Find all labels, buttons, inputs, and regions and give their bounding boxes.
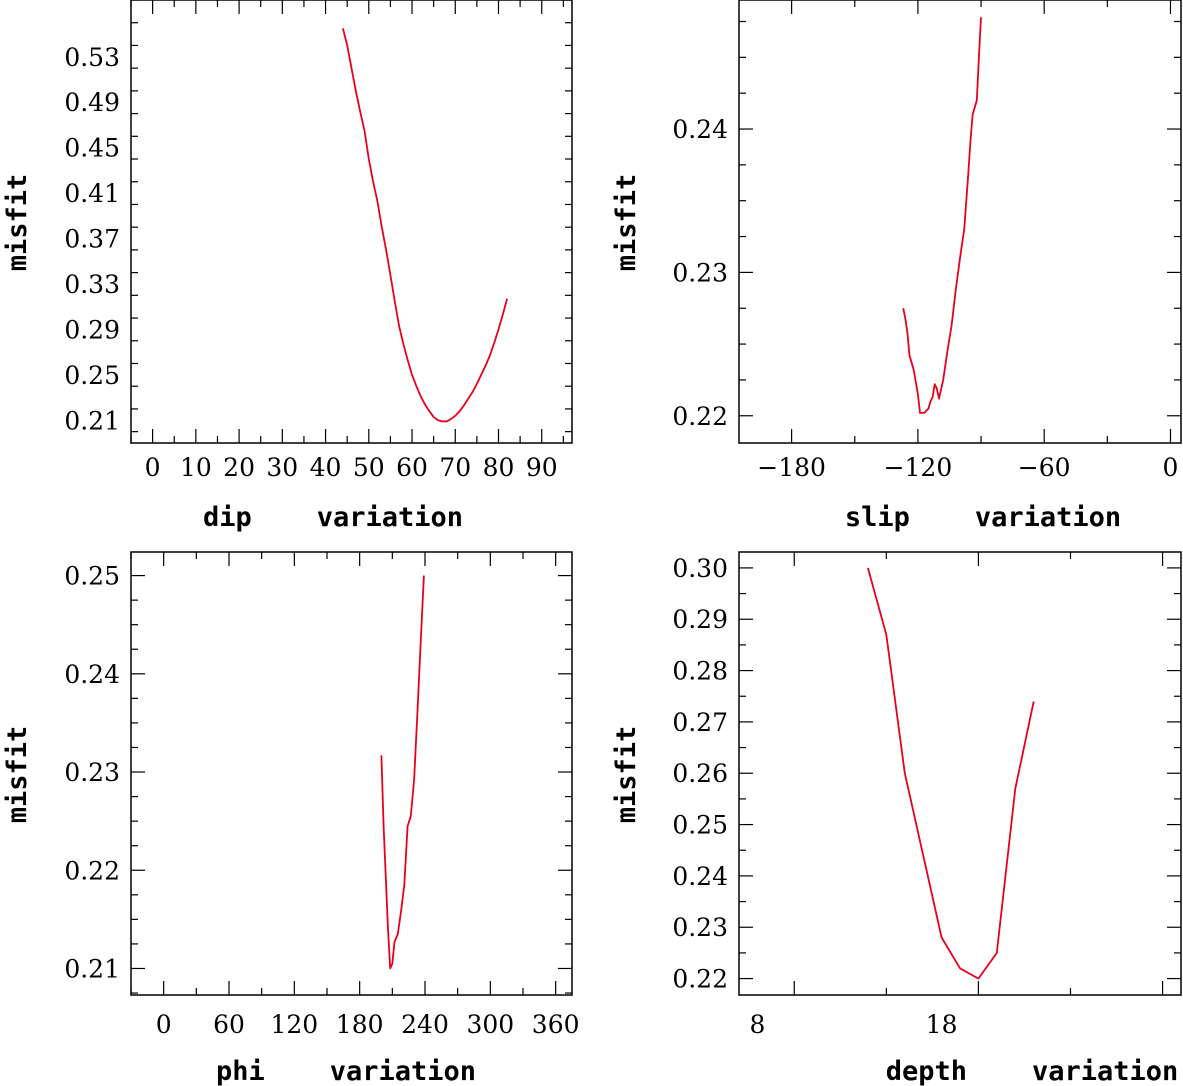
x-tick-label: 90 bbox=[526, 453, 558, 482]
y-tick-label: 0.27 bbox=[672, 708, 728, 737]
x-tick-label: 300 bbox=[466, 1010, 514, 1039]
y-tick-label: 0.22 bbox=[672, 965, 728, 994]
x-tick-label: 0 bbox=[1163, 453, 1179, 482]
y-tick-label: 0.33 bbox=[64, 270, 120, 299]
y-tick-label: 0.24 bbox=[672, 862, 728, 891]
y-tick-label: 0.29 bbox=[64, 315, 120, 344]
series-line bbox=[867, 567, 1035, 980]
y-tick-label: 0.37 bbox=[64, 225, 120, 254]
x-tick-label: 50 bbox=[353, 453, 385, 482]
y-tick-label: 0.23 bbox=[64, 758, 120, 787]
x-axis-title: dip variation bbox=[203, 502, 463, 533]
x-tick-label: 0 bbox=[145, 453, 161, 482]
x-tick-label: −60 bbox=[1018, 453, 1071, 482]
y-tick-label: 0.24 bbox=[672, 115, 728, 144]
y-tick-label: 0.45 bbox=[64, 134, 120, 163]
x-tick-label: 80 bbox=[483, 453, 515, 482]
plot-frame bbox=[738, 0, 1182, 444]
x-tick-label: 180 bbox=[336, 1010, 384, 1039]
series-line bbox=[902, 17, 982, 414]
y-tick-label: 0.22 bbox=[672, 402, 728, 431]
x-tick-label: 0 bbox=[156, 1010, 172, 1039]
x-tick-label: −120 bbox=[884, 453, 953, 482]
chart-panel-3: 0 60 120 180 240 300 360 0.21 0.22 0.23 0.24 0.25 ph… bbox=[2, 551, 580, 1086]
x-axis-title: phi variation bbox=[216, 1056, 476, 1086]
y-tick-label: 0.29 bbox=[672, 605, 728, 634]
series-line bbox=[342, 28, 508, 423]
y-axis-title: misfit bbox=[611, 174, 642, 272]
y-tick-label: 0.23 bbox=[672, 258, 728, 287]
y-axis-title: misfit bbox=[2, 174, 33, 272]
x-tick-label: 8 bbox=[749, 1010, 765, 1039]
x-axis-title: depth variation bbox=[886, 1056, 1179, 1086]
x-tick-label: 120 bbox=[270, 1010, 318, 1039]
x-tick-label: 20 bbox=[223, 453, 255, 482]
y-tick-label: 0.25 bbox=[64, 562, 120, 591]
x-tick-label: −180 bbox=[757, 453, 826, 482]
y-tick-label: 0.49 bbox=[64, 88, 120, 117]
chart-panel-1: 0 10 20 30 40 50 60 70 80 90 0.21 0.25 0.29 0.33 0.37 0… bbox=[2, 0, 573, 533]
y-tick-label: 0.23 bbox=[672, 913, 728, 942]
x-tick-label: 30 bbox=[266, 453, 298, 482]
y-tick-label: 0.28 bbox=[672, 657, 728, 686]
series-line bbox=[380, 575, 425, 970]
chart-panel-2: −180 −120 −60 0 0.22 0.23 0.24 slip variation mi… bbox=[611, 0, 1182, 533]
y-axis-title: misfit bbox=[611, 726, 642, 824]
plot-frame bbox=[130, 551, 573, 996]
x-tick-label: 60 bbox=[396, 453, 428, 482]
x-tick-label: 240 bbox=[401, 1010, 449, 1039]
y-tick-label: 0.22 bbox=[64, 856, 120, 885]
x-tick-label: 40 bbox=[310, 453, 342, 482]
y-axis-title: misfit bbox=[2, 726, 33, 824]
y-tick-label: 0.26 bbox=[672, 759, 728, 788]
x-tick-label: 10 bbox=[180, 453, 212, 482]
y-tick-label: 0.25 bbox=[672, 811, 728, 840]
x-tick-label: 70 bbox=[439, 453, 471, 482]
plot-frame bbox=[130, 0, 573, 444]
y-tick-label: 0.21 bbox=[64, 954, 120, 983]
y-tick-label: 0.53 bbox=[64, 43, 120, 72]
y-tick-label: 0.21 bbox=[64, 406, 120, 435]
y-tick-label: 0.24 bbox=[64, 660, 120, 689]
x-axis-title: slip variation bbox=[845, 502, 1121, 533]
x-tick-label: 60 bbox=[213, 1010, 245, 1039]
plot-frame bbox=[738, 551, 1182, 996]
chart-panel-4: 8 18 0.22 0.23 0.24 0.25 0.26 0.27 0.28 0.29 0.30 d… bbox=[611, 551, 1182, 1086]
y-tick-label: 0.30 bbox=[672, 554, 728, 583]
y-tick-label: 0.41 bbox=[64, 179, 120, 208]
x-tick-label: 360 bbox=[532, 1010, 580, 1039]
y-tick-label: 0.25 bbox=[64, 361, 120, 390]
x-tick-label: 18 bbox=[926, 1010, 958, 1039]
